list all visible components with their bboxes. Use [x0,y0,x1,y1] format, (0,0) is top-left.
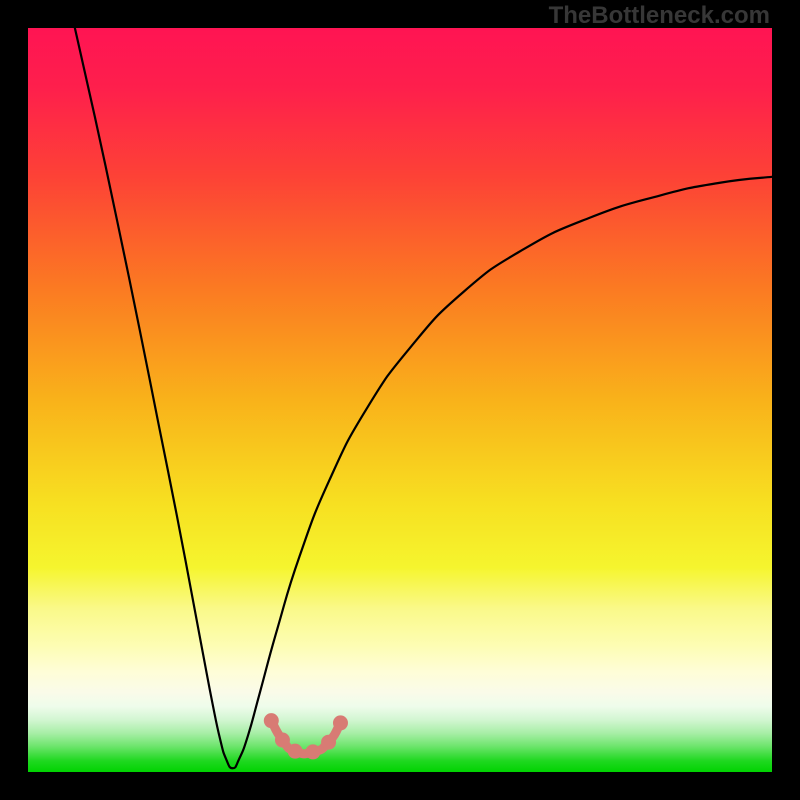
valley-marker-point [321,735,336,750]
valley-marker-point [305,744,320,759]
bottleneck-curve [28,28,772,772]
valley-marker-point [333,715,348,730]
bottleneck-curve-path [75,28,772,768]
chart-frame: TheBottleneck.com [0,0,800,800]
valley-markers [28,28,772,772]
valley-marker-point [264,713,279,728]
plot-area [28,28,772,772]
valley-marker-point [288,744,303,759]
watermark-text: TheBottleneck.com [549,2,770,30]
valley-marker-point [275,733,290,748]
valley-marker-connector [271,721,340,754]
